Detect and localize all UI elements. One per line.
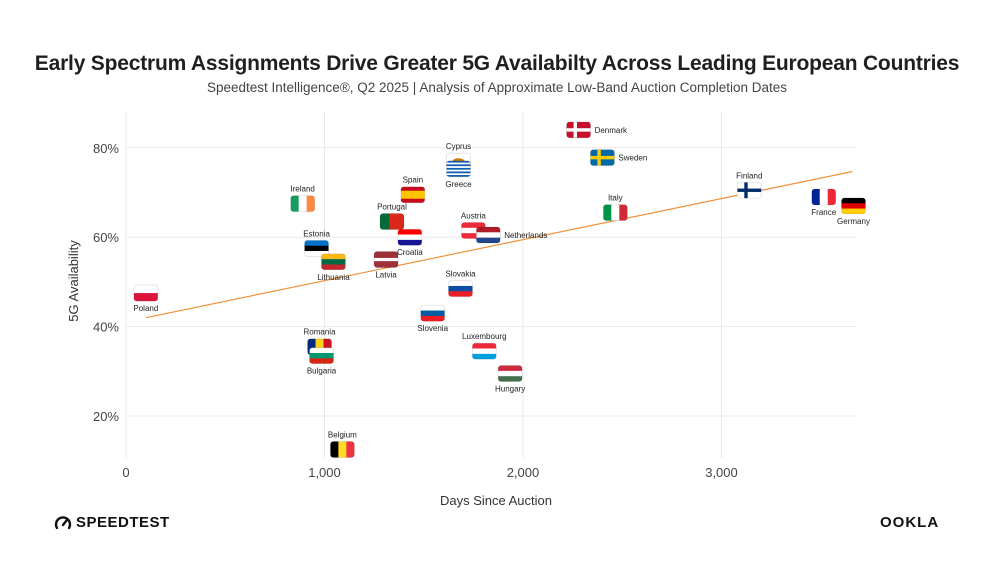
data-point-sweden: Sweden [590,149,647,167]
point-label: Portugal [377,203,407,212]
data-point-germany: Germany [837,197,870,226]
data-point-estonia: Estonia [303,229,330,257]
x-tick-label: 1,000 [308,465,341,480]
data-point-france: France [811,188,837,217]
gauge-icon [54,515,72,529]
point-label: Luxembourg [462,332,506,341]
speedtest-logo: SPEEDTEST [54,514,170,531]
point-label: Slovenia [417,324,448,333]
data-point-finland: Finland [736,171,762,199]
data-point-croatia: Croatia [397,228,423,257]
y-tick-label: 60% [93,230,119,245]
data-point-denmark: Denmark [566,121,628,139]
trend-line [145,170,853,319]
data-point-hungary: Hungary [495,365,525,394]
point-label: Bulgaria [307,367,337,376]
speedtest-wordmark: SPEEDTEST [76,514,170,531]
point-label: Lithuania [317,273,350,282]
data-point-slovakia: Slovakia [445,270,476,298]
data-point-bulgaria: Bulgaria [307,347,337,376]
data-point-luxembourg: Luxembourg [462,332,507,360]
chart-subtitle: Speedtest Intelligence®, Q2 2025 | Analy… [206,80,788,95]
y-tick-label: 20% [93,409,119,424]
point-label: Slovakia [445,270,476,279]
point-label: Poland [133,304,158,313]
x-axis-label: Days Since Auction [440,493,552,508]
data-point-slovenia: Slovenia [417,304,449,333]
point-label: Cyprus [446,142,471,151]
data-point-belgium: Belgium [328,431,357,458]
point-label: Austria [461,211,486,220]
point-label: Ireland [290,185,314,194]
point-label: Romania [304,328,337,337]
data-point-spain: Spain [400,176,426,204]
axes: 20% 40% 60% 80% 0 1,000 2,000 3,000 [93,141,738,480]
chart-title: Early Spectrum Assignments Drive Greater… [34,52,960,75]
data-point-latvia: Latvia [373,251,399,280]
data-point-greece: Greece [445,160,472,189]
point-label: Hungary [495,385,525,394]
data-points: Poland Ireland Estonia Lithuania Romania Bulg… [133,121,870,458]
point-label: Greece [445,180,472,189]
point-label: France [811,208,836,217]
point-label: Croatia [397,248,423,257]
point-label: Italy [608,194,623,203]
y-tick-label: 40% [93,320,119,335]
point-label: Germany [837,217,870,226]
point-label: Latvia [375,271,397,280]
x-tick-label: 0 [122,465,129,480]
data-point-ireland: Ireland [290,185,316,213]
point-label: Belgium [328,431,357,440]
data-point-lithuania: Lithuania [317,253,350,282]
grid-lines [125,112,856,458]
point-label: Spain [403,176,423,185]
point-label: Denmark [595,126,628,135]
data-point-portugal: Portugal [377,203,407,230]
x-tick-label: 2,000 [507,465,540,480]
point-label: Finland [736,171,762,180]
ookla-logo: OOKLA [880,514,940,531]
data-point-italy: Italy [602,194,628,222]
point-label: Netherlands [504,231,547,240]
point-label: Sweden [618,154,647,163]
data-point-netherlands: Netherlands [475,226,547,244]
y-axis-label: 5G Availability [66,240,81,322]
point-label: Estonia [303,229,330,238]
x-tick-label: 3,000 [705,465,738,480]
y-tick-label: 80% [93,141,119,156]
data-point-poland: Poland [133,284,158,313]
